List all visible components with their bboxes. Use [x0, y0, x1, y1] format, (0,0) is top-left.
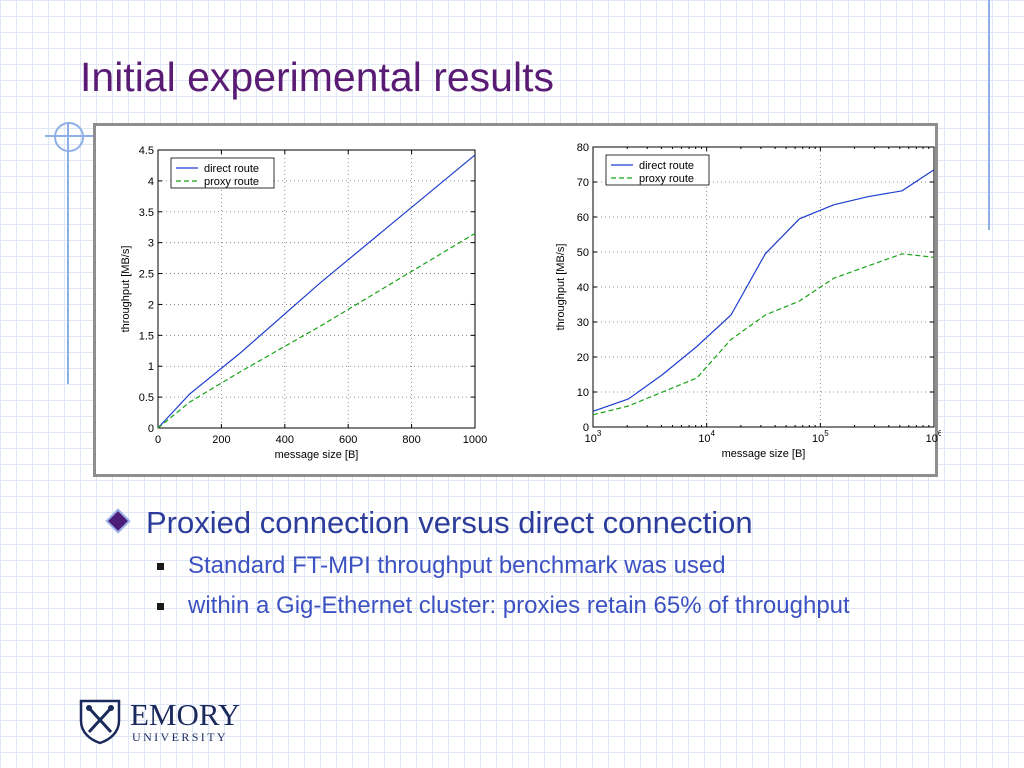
bullet-sub-1: Standard FT-MPI throughput benchmark was…: [108, 550, 988, 582]
diamond-bullet-icon: [108, 511, 128, 531]
x-axis-label: message size [B]: [722, 448, 806, 460]
tick-base: 10: [698, 433, 710, 445]
decorative-line-right: [988, 0, 990, 230]
y-tick-label: 3.5: [139, 207, 154, 219]
y-tick-label: 80: [577, 142, 589, 154]
legend-entry: direct route: [639, 160, 694, 172]
legend-entry: direct route: [204, 163, 259, 175]
legend-entry: proxy route: [639, 173, 694, 185]
logo-subtitle: UNIVERSITY: [132, 730, 228, 744]
y-tick-label: 60: [577, 212, 589, 224]
y-tick-label: 3: [148, 238, 154, 250]
series-line-proxy: [157, 232, 476, 429]
y-tick-label: 2: [148, 299, 154, 311]
y-tick-label: 2.5: [139, 269, 154, 281]
x-tick-label: 106: [926, 429, 941, 445]
emory-logo: EMORY UNIVERSITY: [78, 699, 248, 745]
legend-entry: proxy route: [204, 176, 259, 188]
y-tick-label: 4: [148, 176, 154, 188]
decorative-circle-icon: [54, 122, 84, 152]
x-tick-label: 200: [212, 434, 230, 446]
y-tick-label: 0.5: [139, 392, 154, 404]
square-bullet-icon: [157, 563, 164, 570]
tick-base: 10: [812, 433, 824, 445]
bullet-sub-2-text: within a Gig-Ethernet cluster: proxies r…: [188, 592, 850, 619]
tick-exponent: 6: [938, 429, 941, 438]
plot-frame: [157, 149, 476, 429]
y-tick-label: 4.5: [139, 145, 154, 157]
bullet-main-text: Proxied connection versus direct connect…: [146, 505, 753, 540]
series-line-proxy: [592, 253, 935, 416]
slide-title: Initial experimental results: [80, 54, 554, 100]
x-tick-label: 105: [812, 429, 829, 445]
x-tick-label: 104: [698, 429, 715, 445]
tick-base: 10: [585, 433, 597, 445]
y-tick-label: 70: [577, 177, 589, 189]
series-line-direct: [592, 169, 935, 412]
legend-box: [170, 157, 275, 189]
bullet-list: Proxied connection versus direct connect…: [108, 504, 988, 622]
series-line-direct: [157, 154, 476, 429]
y-axis-label: throughput [MB/s]: [120, 246, 132, 333]
y-tick-label: 10: [577, 387, 589, 399]
y-tick-label: 1: [148, 361, 154, 373]
bullet-main: Proxied connection versus direct connect…: [108, 504, 988, 542]
y-tick-label: 40: [577, 282, 589, 294]
chart-1: 0 0.5 1 1.5 2 2.5 3 3.5 4 4.5 0 200 400 600 800 1000 mes…: [120, 145, 487, 461]
x-tick-label: 103: [585, 429, 602, 445]
chart-figure: 0 0.5 1 1.5 2 2.5 3 3.5 4 4.5 0 200 400 600 800 1000 mes…: [93, 123, 941, 477]
bullet-sub-1-text: Standard FT-MPI throughput benchmark was…: [188, 552, 726, 579]
y-tick-label: 50: [577, 247, 589, 259]
square-bullet-icon: [157, 603, 164, 610]
logo-name: EMORY: [130, 697, 241, 732]
x-tick-label: 600: [339, 434, 357, 446]
tick-exponent: 5: [824, 429, 829, 438]
x-axis-label: message size [B]: [275, 449, 359, 461]
tick-base: 10: [926, 433, 938, 445]
y-tick-label: 30: [577, 317, 589, 329]
x-tick-label: 800: [402, 434, 420, 446]
y-tick-label: 0: [583, 422, 589, 434]
shield-icon: [79, 699, 121, 745]
y-tick-label: 1.5: [139, 330, 154, 342]
y-tick-label: 0: [148, 423, 154, 435]
y-tick-label: 20: [577, 352, 589, 364]
plot-frame: [592, 146, 935, 428]
legend-box: [605, 154, 710, 186]
tick-exponent: 3: [597, 429, 602, 438]
tick-exponent: 4: [711, 429, 716, 438]
decorative-line-vertical: [67, 122, 69, 384]
x-tick-label: 1000: [463, 434, 487, 446]
x-tick-label: 0: [155, 434, 161, 446]
bullet-sub-2: within a Gig-Ethernet cluster: proxies r…: [108, 590, 988, 622]
y-axis-label: throughput [MB/s]: [555, 244, 567, 331]
x-tick-label: 400: [276, 434, 294, 446]
charts-svg: 00.511.522.533.544.50 200 400 600 800 1000mes…: [120, 142, 941, 461]
